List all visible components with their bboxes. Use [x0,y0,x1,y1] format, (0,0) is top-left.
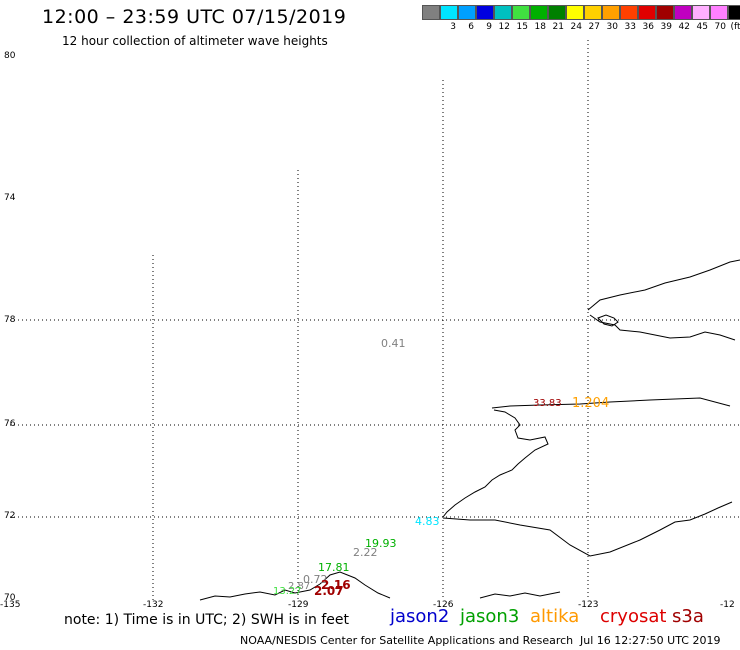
coastline-southeast [479,591,561,599]
page-subtitle: 12 hour collection of altimeter wave hei… [62,34,328,48]
color-swatch [620,5,638,20]
color-scale-tick: 45 [696,22,708,32]
color-swatch [530,5,548,20]
graticule [10,40,740,600]
lon-label: -129 [288,600,309,610]
lat-label: 76 [4,419,16,429]
color-swatch [602,5,620,20]
coastline-island-2 [597,314,619,327]
coastline [199,259,740,601]
wave-height-label: 1.204 [572,396,610,411]
legend-s3a: s3a [672,606,704,627]
color-swatch [710,5,728,20]
color-swatch [422,5,440,20]
color-swatch [566,5,584,20]
color-scale-unit: (ft) [730,22,740,32]
color-swatch [512,5,530,20]
color-swatch [458,5,476,20]
color-swatch [692,5,710,20]
lat-label: 70 [4,593,16,603]
color-scale-tick: 15 [516,22,528,32]
lon-label: -126 [433,600,454,610]
legend-jason2: jason2 [390,606,450,627]
lat-label: 78 [4,315,16,325]
lat-label: 72 [4,511,16,521]
wave-height-label: 13.27 [273,586,302,597]
color-scale-tick: 27 [588,22,600,32]
wave-height-label: 17.81 [318,561,350,574]
lat-label: 74 [4,193,16,203]
color-swatch [584,5,602,20]
color-scale-tick: 21 [552,22,564,32]
color-scale-tick: 6 [468,22,474,32]
footer-note: note: 1) Time is in UTC; 2) SWH is in fe… [64,612,350,628]
color-scale-tick: 9 [486,22,492,32]
color-scale-tick: 24 [570,22,582,32]
generated-timestamp: Jul 16 12:27:50 UTC 2019 [580,634,721,647]
credit-text: NOAA/NESDIS Center for Satellite Applica… [240,634,574,647]
legend-jason3: jason3 [460,606,520,627]
lon-label: -12 [720,600,735,610]
color-scale-tick: 39 [660,22,672,32]
color-swatch [494,5,512,20]
wave-height-label: 19.93 [365,537,397,550]
color-swatch [476,5,494,20]
wave-height-label: 0.72 [303,573,328,586]
color-swatch [728,5,740,20]
wave-height-label: 4.83 [415,515,440,528]
color-scale-tick: 18 [534,22,546,32]
color-scale-tick: 33 [624,22,636,32]
lat-label: 80 [4,51,16,61]
lon-label: -132 [143,600,164,610]
legend-altika: altika [530,606,580,627]
color-scale-tick: 42 [678,22,690,32]
lon-label: -123 [578,600,599,610]
wave-height-label: 0.41 [381,337,406,350]
wave-height-label: 2.87 [288,581,311,592]
coastline-south-shore [199,571,391,601]
color-scale-tick: 3 [450,22,456,32]
color-swatch [656,5,674,20]
color-swatch [440,5,458,20]
page-title: 12:00 – 23:59 UTC 07/15/2019 [42,6,347,28]
wave-height-label: 33.83 [533,398,562,409]
color-swatch [674,5,692,20]
lon-label: -135 [0,600,21,610]
color-scale [422,5,740,20]
color-scale-tick: 12 [498,22,510,32]
wave-height-label: 2.22 [353,546,378,559]
wave-height-label: 2.07 [314,584,344,598]
coastline-north-island [587,259,740,341]
color-scale-tick: 70 [714,22,726,32]
color-scale-tick: 30 [606,22,618,32]
color-swatch [548,5,566,20]
color-swatch [638,5,656,20]
coastline-mainland [442,397,733,557]
color-scale-tick: 36 [642,22,654,32]
wave-height-label: 2.16 [321,578,351,592]
legend-cryosat: cryosat [600,606,667,627]
